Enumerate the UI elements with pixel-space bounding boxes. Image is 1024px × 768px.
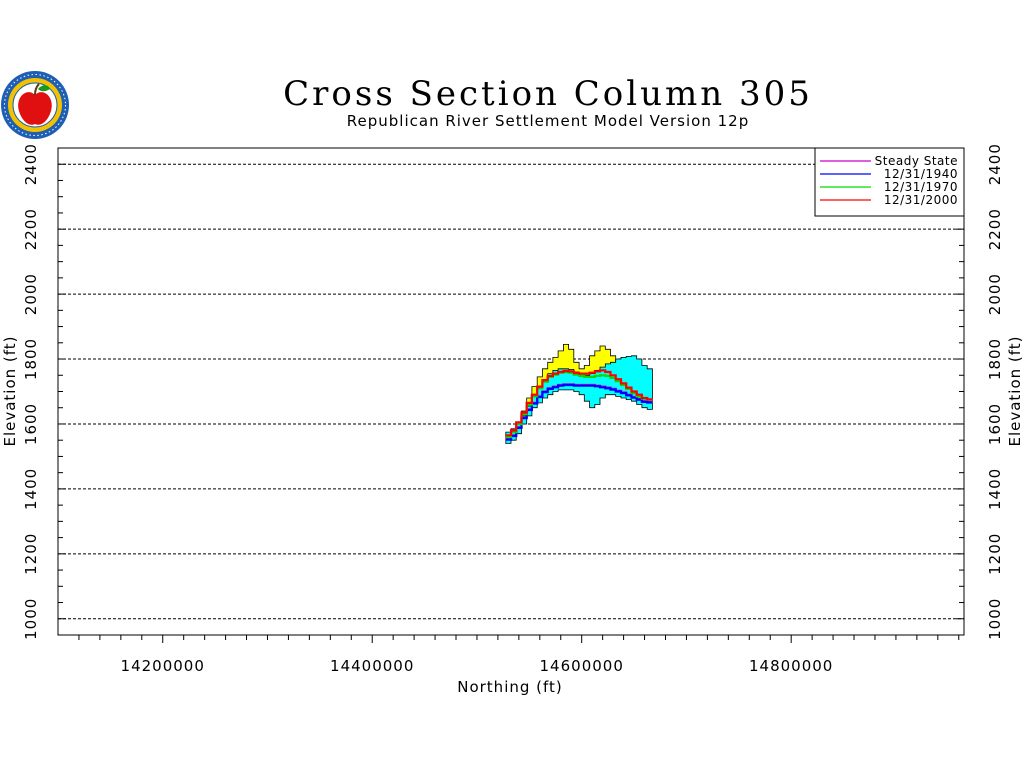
chart-title: Cross Section Column 305 [283, 74, 813, 114]
axis-ticks [58, 163, 964, 643]
y-tick-label-right-2: 1400 [986, 468, 1004, 510]
y-tick-labels-right: 1000 1200 1400 1600 1800 2000 2200 2400 [986, 143, 1004, 640]
y-tick-label-left-4: 1800 [22, 338, 40, 380]
y-tick-label-right-1: 1200 [986, 533, 1004, 575]
y-tick-label-right-4: 1800 [986, 338, 1004, 380]
x-tick-label-3: 14800000 [749, 657, 833, 675]
y-tick-label-left-7: 2400 [22, 143, 40, 185]
y-axis-label-left: Elevation (ft) [1, 335, 19, 446]
y-tick-label-right-7: 2400 [986, 143, 1004, 185]
agency-seal-logo [1, 71, 69, 139]
y-tick-label-right-0: 1000 [986, 598, 1004, 640]
legend-label-3: 12/31/2000 [884, 193, 958, 207]
y-tick-label-right-6: 2200 [986, 208, 1004, 250]
y-tick-label-left-2: 1400 [22, 468, 40, 510]
chart-subtitle: Republican River Settlement Model Versio… [347, 112, 749, 130]
series-lines [505, 369, 653, 441]
legend-label-2: 12/31/1970 [884, 180, 958, 194]
x-axis-label: Northing (ft) [457, 678, 563, 696]
plot-frame [57, 147, 965, 636]
y-axis-label-right: Elevation (ft) [1006, 335, 1024, 446]
series-line-3 [505, 369, 653, 437]
legend-label-1: 12/31/1940 [884, 167, 958, 181]
series-line-1 [505, 383, 653, 441]
y-tick-labels-left: 1000 1200 1400 1600 1800 2000 2200 2400 [22, 143, 40, 640]
gridlines [58, 163, 964, 620]
legend: Steady State12/31/194012/31/197012/31/20… [814, 147, 965, 217]
x-tick-label-2: 14600000 [540, 657, 624, 675]
y-tick-label-right-5: 2000 [986, 273, 1004, 315]
y-tick-label-left-1: 1200 [22, 533, 40, 575]
legend-label-0: Steady State [875, 154, 958, 168]
x-tick-label-1: 14400000 [330, 657, 414, 675]
y-tick-label-right-3: 1600 [986, 403, 1004, 445]
legend-box [814, 147, 965, 217]
x-tick-label-0: 14200000 [121, 657, 205, 675]
x-tick-labels: 14200000 14400000 14600000 14800000 [121, 657, 833, 675]
y-tick-label-left-3: 1600 [22, 403, 40, 445]
y-tick-label-left-5: 2000 [22, 273, 40, 315]
y-tick-label-left-6: 2200 [22, 208, 40, 250]
y-tick-label-left-0: 1000 [22, 598, 40, 640]
